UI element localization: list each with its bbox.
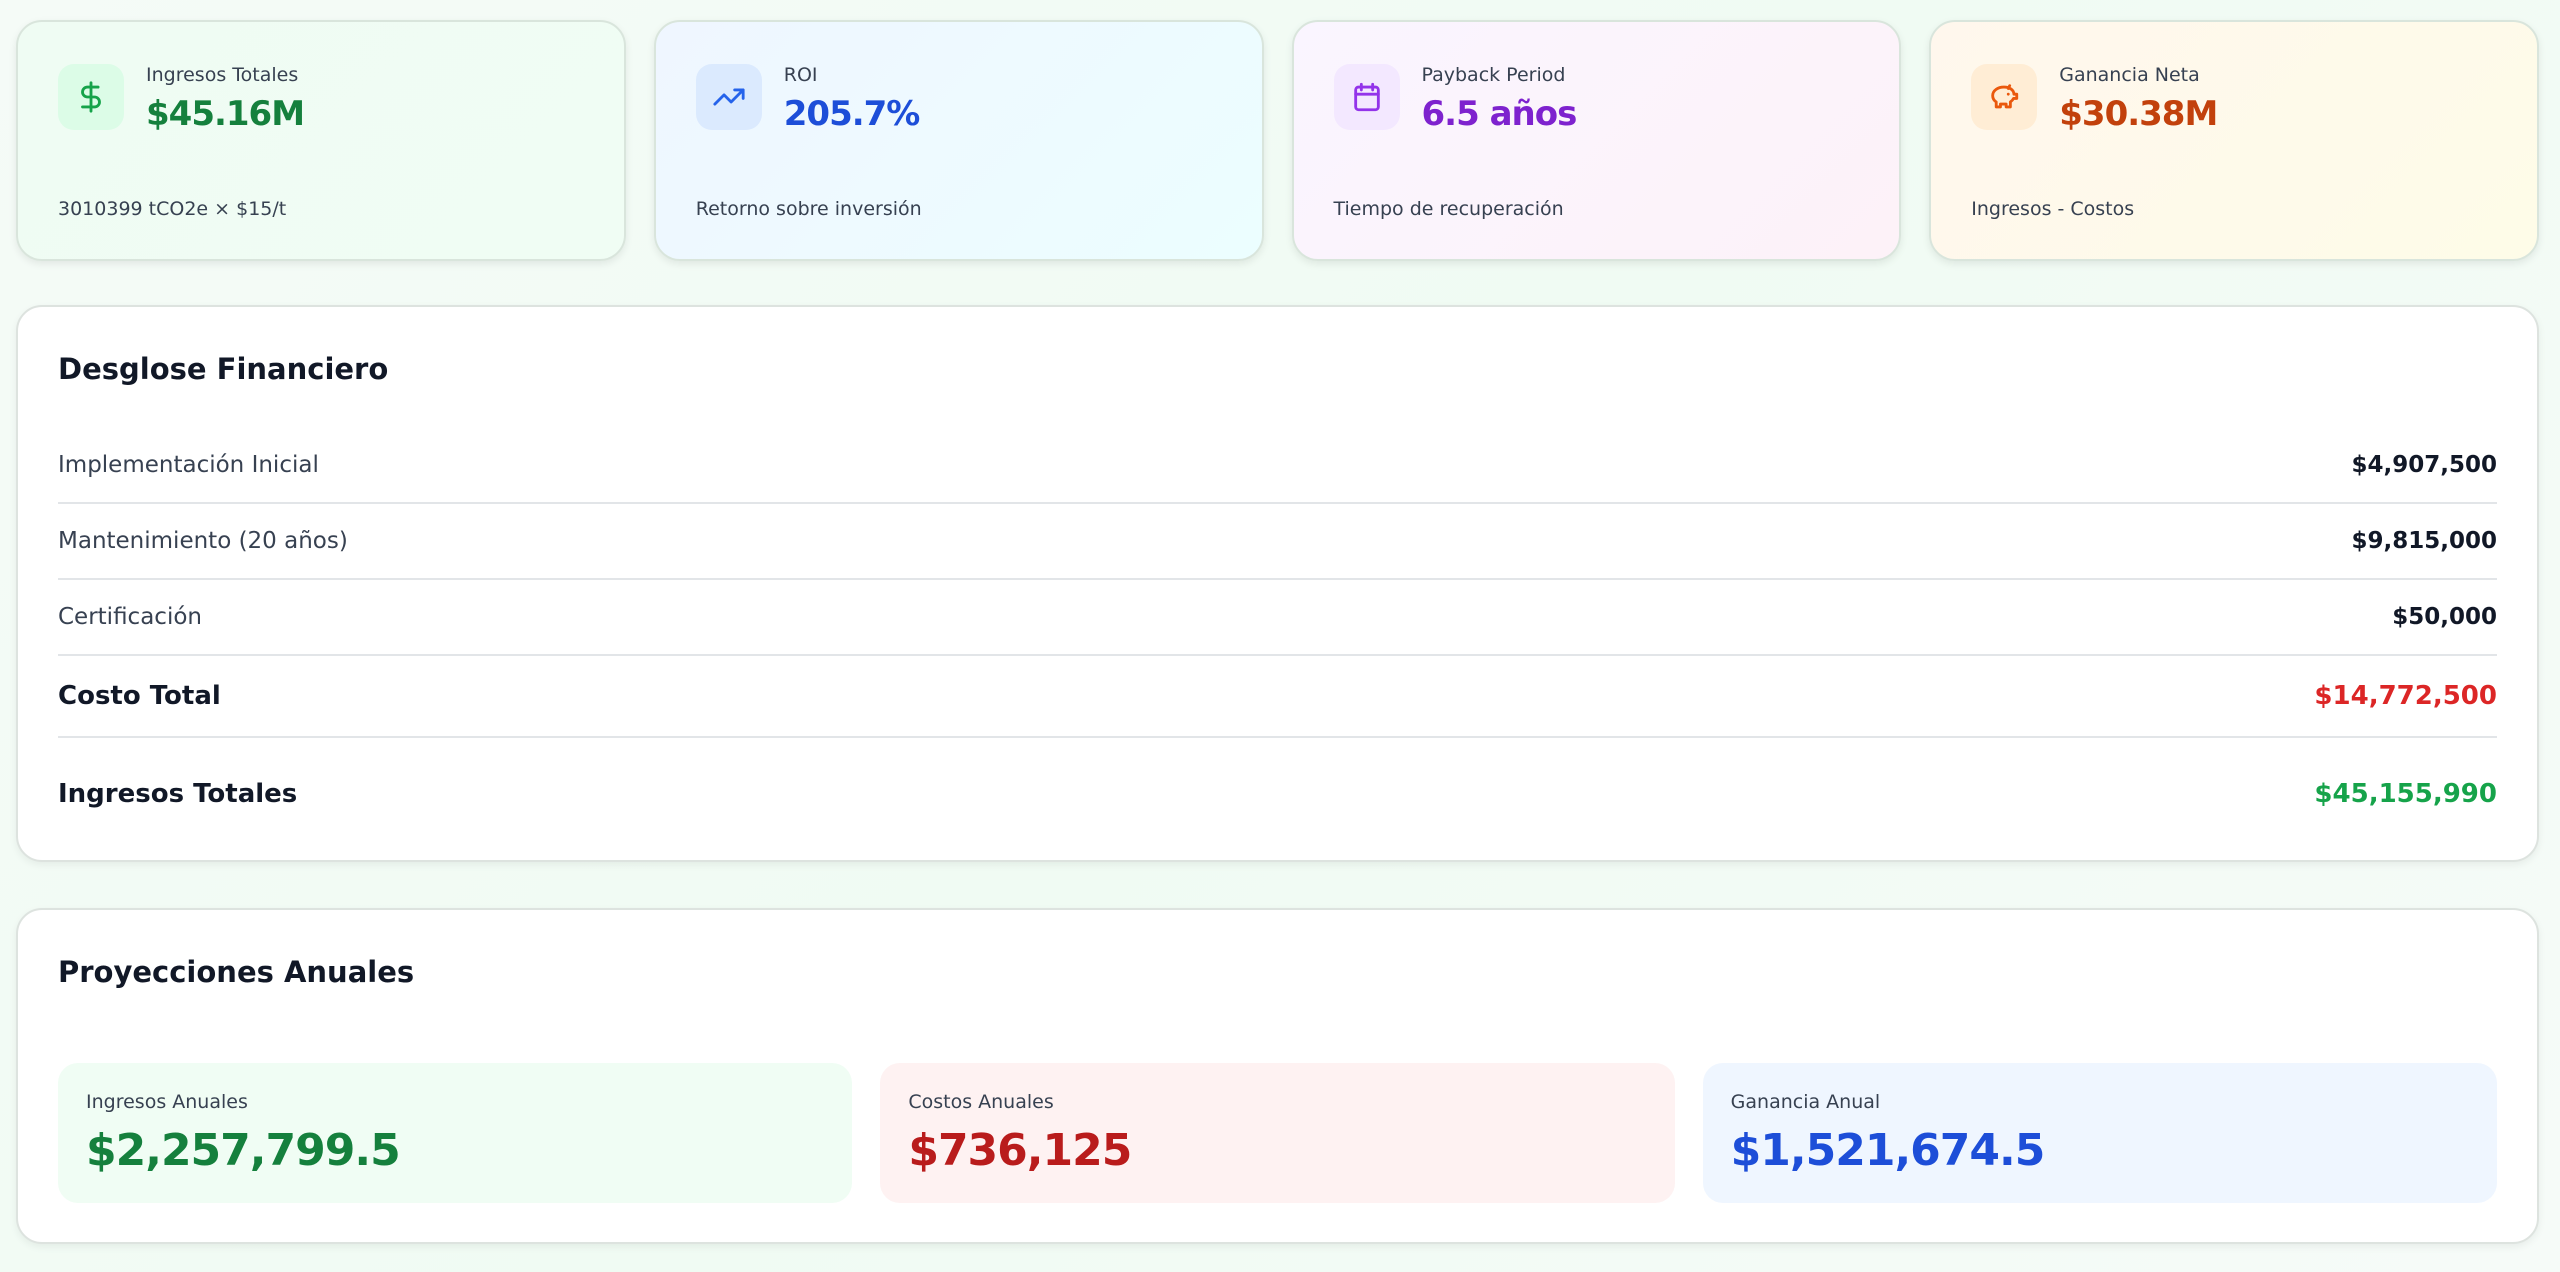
kpi-label: Payback Period [1421, 64, 1566, 86]
kpi-value: $30.38M [2059, 94, 2218, 134]
total-revenue-row: Ingresos Totales $45,155,990 [58, 738, 2497, 850]
row-label: Implementación Inicial [58, 452, 319, 478]
card-label: Ingresos Anuales [86, 1091, 248, 1113]
annual-costs-card: Costos Anuales $736,125 [880, 1063, 1675, 1203]
section-title: Proyecciones Anuales [58, 955, 415, 989]
kpi-subtitle: Retorno sobre inversión [695, 198, 922, 220]
card-value: $2,257,799.5 [86, 1125, 401, 1176]
kpi-label: Ingresos Totales [146, 64, 299, 86]
annual-revenue-card: Ingresos Anuales $2,257,799.5 [58, 1063, 853, 1203]
breakdown-row: Certificación $50,000 [58, 580, 2497, 656]
kpi-label: ROI [783, 64, 818, 86]
trending-up-icon [695, 64, 762, 130]
kpi-value: 205.7% [783, 94, 921, 134]
kpi-card-roi: ROI 205.7% Retorno sobre inversión [653, 20, 1264, 261]
kpi-cards: Ingresos Totales $45.16M 3010399 tCO2e ×… [16, 20, 2539, 261]
breakdown-row: Mantenimiento (20 años) $9,815,000 [58, 504, 2497, 580]
annual-projections-panel: Proyecciones Anuales Ingresos Anuales $2,… [16, 908, 2539, 1244]
row-label: Costo Total [58, 681, 221, 711]
breakdown-row: Implementación Inicial $4,907,500 [58, 428, 2497, 504]
row-value: $9,815,000 [2351, 528, 2497, 554]
kpi-subtitle: 3010399 tCO2e × $15/t [58, 198, 287, 220]
row-label: Ingresos Totales [58, 779, 298, 809]
financial-breakdown-panel: Desglose Financiero Implementación Inici… [16, 305, 2539, 862]
card-label: Ganancia Anual [1730, 1091, 1881, 1113]
row-value: $14,772,500 [2314, 681, 2497, 711]
row-value: $45,155,990 [2314, 779, 2497, 809]
piggy-bank-icon [1971, 64, 2038, 130]
row-value: $4,907,500 [2351, 452, 2497, 478]
card-label: Costos Anuales [908, 1091, 1054, 1113]
row-label: Certificación [58, 604, 202, 630]
kpi-subtitle: Tiempo de recuperación [1333, 198, 1564, 220]
section-title: Desglose Financiero [58, 352, 389, 386]
kpi-card-payback: Payback Period 6.5 años Tiempo de recupe… [1291, 20, 1902, 261]
kpi-label: Ganancia Neta [2059, 64, 2200, 86]
total-cost-row: Costo Total $14,772,500 [58, 656, 2497, 738]
kpi-subtitle: Ingresos - Costos [1971, 198, 2135, 220]
kpi-value: 6.5 años [1421, 94, 1578, 134]
kpi-value: $45.16M [146, 94, 305, 134]
kpi-card-net-profit: Ganancia Neta $30.38M Ingresos - Costos [1929, 20, 2539, 261]
kpi-card-total-revenue: Ingresos Totales $45.16M 3010399 tCO2e ×… [16, 20, 626, 261]
calendar-icon [1333, 64, 1400, 130]
card-value: $736,125 [908, 1125, 1132, 1176]
card-value: $1,521,674.5 [1730, 1125, 2046, 1176]
row-label: Mantenimiento (20 años) [58, 528, 348, 554]
annual-profit-card: Ganancia Anual $1,521,674.5 [1702, 1063, 2497, 1203]
row-value: $50,000 [2392, 604, 2497, 630]
dollar-icon [58, 64, 124, 130]
